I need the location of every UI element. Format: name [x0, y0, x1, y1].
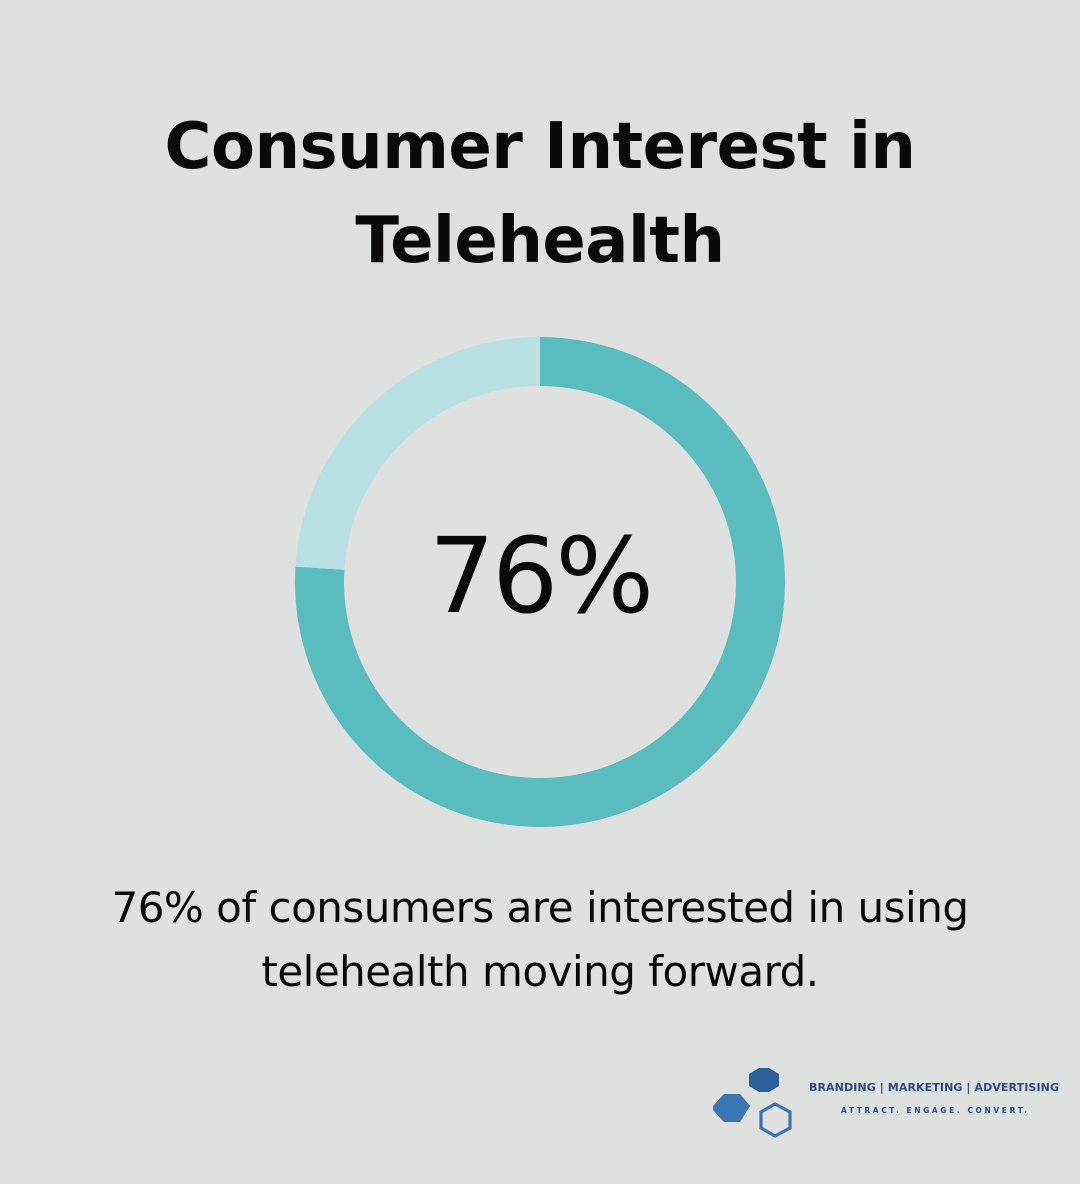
company-logo: BRANDING | MARKETING | ADVERTISING ATTRA…	[710, 1062, 1059, 1146]
donut-svg	[295, 337, 785, 827]
hexagon-left-icon	[713, 1094, 750, 1122]
chart-caption: 76% of consumers are interested in using…	[111, 883, 969, 996]
logo-tagline-main: BRANDING | MARKETING | ADVERTISING	[809, 1081, 1060, 1094]
center-percentage-label: 76%	[428, 515, 654, 637]
chart-title: Consumer Interest in Telehealth	[164, 110, 916, 278]
donut-chart: 76%	[295, 337, 785, 827]
donut-slice-not-interested	[295, 337, 540, 570]
hexagon-top-icon	[749, 1068, 779, 1092]
logo-tagline-sub: ATTRACT. ENGAGE. CONVERT.	[841, 1106, 1030, 1115]
hexagon-logo-icon	[713, 1068, 792, 1138]
hexagon-outline-icon	[759, 1102, 792, 1138]
